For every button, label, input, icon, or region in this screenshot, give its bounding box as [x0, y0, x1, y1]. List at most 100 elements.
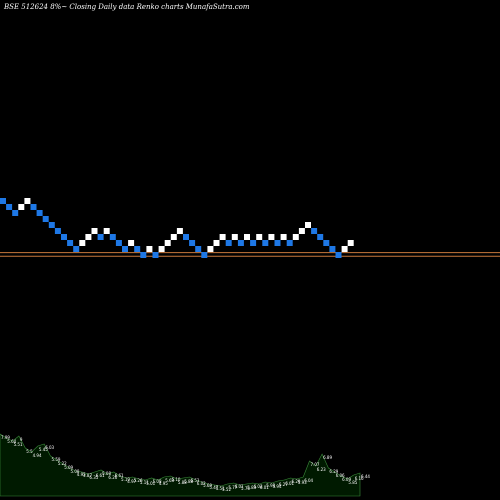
renko-brick-down [335, 252, 342, 258]
volume-label: 6.03 [45, 445, 54, 450]
renko-brick-down [122, 246, 128, 252]
renko-brick-down [183, 234, 189, 240]
renko-brick-down [329, 246, 336, 252]
volume-label: 5.52 [222, 487, 231, 492]
renko-brick-down [109, 234, 116, 240]
renko-brick-down [6, 204, 13, 210]
renko-brick-up [292, 234, 299, 240]
volume-label: 5.77 [228, 485, 237, 490]
volume-label: 5.5 [26, 449, 33, 454]
volume-label: 6.35 [89, 475, 98, 480]
renko-brick-down [12, 210, 19, 216]
renko-brick-up [85, 234, 92, 240]
renko-brick-down [274, 240, 281, 246]
renko-brick-down [42, 216, 49, 222]
renko-brick-down [61, 234, 67, 240]
volume-area: 7.995.645.5195.54.945.456.035.595.225.09… [0, 433, 370, 497]
renko-brick-down [140, 252, 147, 258]
volume-label: 6.03 [254, 484, 263, 489]
renko-brick-up [213, 240, 220, 246]
volume-label: 5.08 [153, 479, 162, 484]
renko-brick-up [79, 240, 86, 246]
volume-label: 5.94 [273, 484, 282, 489]
volume-label: 5.51 [14, 442, 23, 447]
renko-brick-up [24, 198, 31, 204]
volume-label: 6.89 [323, 455, 332, 460]
volume-label: 6.44 [361, 474, 370, 479]
volume-label: 4.95 [159, 481, 168, 486]
renko-brick-down [201, 252, 208, 258]
renko-brick-up [244, 234, 250, 240]
volume-label: 5.63 [165, 478, 174, 483]
volume-label: 7.07 [311, 462, 320, 467]
volume-label: 5.85 [348, 480, 357, 485]
renko-brick-up [207, 246, 214, 252]
volume-label: 6.01 [235, 484, 244, 489]
volume-label: 6.01 [260, 485, 269, 490]
renko-brick-down [189, 240, 196, 246]
renko-brick-down [152, 252, 159, 258]
volume-label: 5.45 [39, 447, 48, 452]
volume-label: 6.26 [108, 475, 117, 480]
renko-brick-down [54, 228, 61, 234]
chart-title: BSE 512624 8%~ Closing Daily data Renko … [3, 3, 250, 11]
volume-label: 5.11 [140, 480, 149, 485]
volume-label: 6.01 [285, 481, 294, 486]
renko-brick-up [170, 234, 177, 240]
renko-brick-up [305, 222, 311, 228]
volume-label: 7.99 [1, 435, 10, 440]
renko-brick-down [48, 222, 55, 228]
renko-brick-up [280, 234, 287, 240]
renko-brick-down [250, 240, 257, 246]
renko-brick-down [311, 228, 318, 234]
renko-brick-up [18, 204, 25, 210]
volume-label: 5.88 [184, 479, 193, 484]
renko-brick-down [237, 240, 244, 246]
volume-label: 6.09 [342, 477, 351, 482]
volume-label: 5.76 [241, 486, 250, 491]
volume-label: 5.88 [178, 480, 187, 485]
volume-label: 4.95 [77, 472, 86, 477]
volume-label: 5.26 [134, 478, 143, 483]
volume-label: 4.94 [33, 453, 42, 458]
renko-brick-up [256, 234, 263, 240]
renko-brick-up [91, 228, 98, 234]
renko-brick-down [134, 246, 141, 252]
volume-label: 6.27 [279, 482, 288, 487]
renko-brick-up [176, 228, 183, 234]
volume-area-fill [0, 433, 361, 497]
renko-brick-up [268, 234, 275, 240]
renko-bricks [0, 198, 354, 258]
volume-label: 4.97 [127, 479, 136, 484]
volume-label: 6.53 [191, 478, 200, 483]
renko-brick-down [195, 246, 202, 252]
volume-label: 6.23 [317, 467, 326, 472]
volume-label: 5.69 [203, 483, 212, 488]
volume-label: 6.10 [172, 477, 181, 482]
renko-brick-down [0, 198, 6, 204]
volume-label: 5.09 [64, 465, 73, 470]
volume-label: 5.59 [52, 457, 61, 462]
volume-label: 5.47 [209, 485, 218, 490]
renko-brick-up [341, 246, 348, 252]
volume-label: 4.87 [83, 473, 92, 478]
volume-label: 6.16 [355, 476, 364, 481]
renko-brick-up [164, 240, 171, 246]
renko-brick-up [128, 240, 135, 246]
renko-brick-down [73, 246, 80, 252]
volume-label: 5.93 [266, 483, 275, 488]
volume-label: 6.29 [329, 469, 338, 474]
volume-label: 5.19 [121, 477, 130, 482]
renko-brick-down [67, 240, 74, 246]
renko-brick-up [146, 246, 153, 252]
volume-label: 5.64 [7, 439, 16, 444]
volume-label: 5.51 [216, 486, 225, 491]
renko-brick-down [225, 240, 232, 246]
volume-label: 6.61 [115, 473, 124, 478]
volume-label: 6.04 [304, 478, 313, 483]
level-lines [0, 252, 500, 257]
volume-label: 5.01 [146, 481, 155, 486]
renko-brick-down [36, 210, 43, 216]
